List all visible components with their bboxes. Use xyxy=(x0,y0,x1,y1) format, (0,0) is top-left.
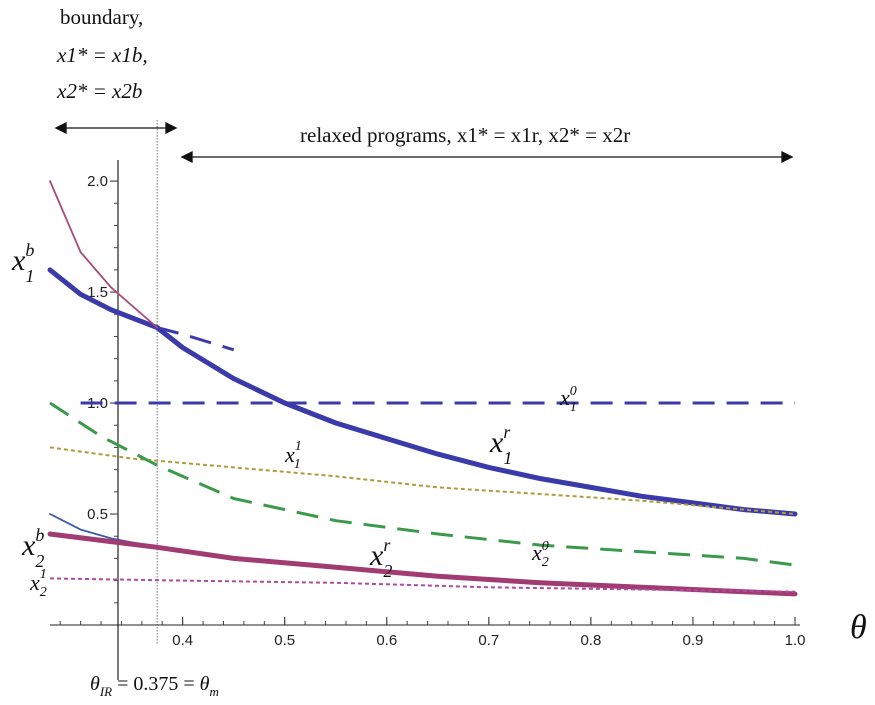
x-tick-label: 0.6 xyxy=(376,632,397,649)
series-label-x1b: xb 1 xyxy=(11,240,34,286)
x-tick-label: 0.4 xyxy=(172,632,193,649)
axes xyxy=(50,160,800,680)
relaxed-programs-label: relaxed programs, x1* = x1r, x2* = x2r xyxy=(300,123,630,147)
series-label-x21: x1 2 xyxy=(29,567,47,600)
series-line-x1b xyxy=(47,267,160,331)
series-label-x10: x0 1 xyxy=(559,384,577,415)
x-tick-label: 0.8 xyxy=(580,632,601,649)
x-tick-label: 0.7 xyxy=(478,632,499,649)
y-tick-label: 2.0 xyxy=(87,173,108,190)
series-label-x20: x0 2 xyxy=(531,539,549,570)
series-line-x20 xyxy=(49,401,796,567)
series-line-x1r-extension xyxy=(156,326,235,352)
series-layer xyxy=(47,180,798,597)
series-label-x2b: xb 2 xyxy=(21,525,44,571)
boundary-x2-eq: x2* = x2b xyxy=(56,79,142,103)
x-tick-label: 0.5 xyxy=(274,632,295,649)
boundary-range-arrow xyxy=(54,121,178,135)
x-tick-label: 0.9 xyxy=(683,632,704,649)
tick-layer: 0.4 0.5 0.6 0.7 0.8 0.9 1.00.51.01.52.0 xyxy=(59,173,806,649)
x-tick-label: 1.0 xyxy=(785,632,806,649)
y-tick-label: 1.5 xyxy=(87,284,108,301)
series-label-x1r: xr 1 xyxy=(489,422,512,468)
series-label-x11: x1 1 xyxy=(284,439,301,472)
series-line-x1b-upper xyxy=(49,180,159,329)
x-axis-symbol: θ xyxy=(850,609,867,646)
series-line-x21 xyxy=(49,577,796,593)
theta-ir-label: θIR = 0.375 = θm xyxy=(90,673,219,699)
y-tick-label: 0.5 xyxy=(87,506,108,523)
boundary-x1-eq: x1* = x1b, xyxy=(56,43,148,67)
series-line-x1r xyxy=(154,325,798,517)
boundary-title: boundary, xyxy=(60,5,143,29)
relaxed-range-arrow xyxy=(180,150,794,164)
series-label-x2r: xr 2 xyxy=(369,535,392,581)
